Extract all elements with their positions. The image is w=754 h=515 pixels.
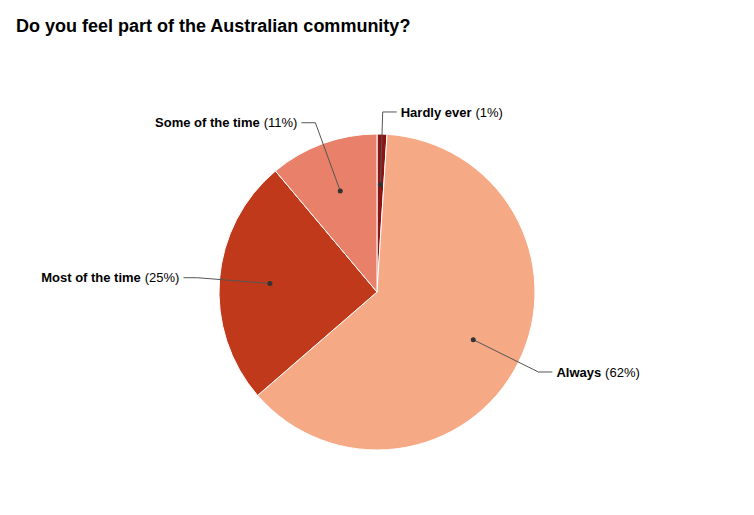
label-group: Hardly ever(1%) Always (62%) Most of the ti… — [41, 105, 640, 380]
label-category: Some of the time — [155, 115, 260, 130]
leader-dot — [338, 189, 343, 194]
label-value: (62%) — [605, 365, 640, 380]
data-label: Most of the time (25%) — [41, 270, 179, 285]
leader-dot — [378, 182, 383, 187]
data-label: Some of the time (11%) — [155, 115, 297, 130]
label-value: (11%) — [264, 115, 298, 130]
pie-slice — [275, 134, 377, 292]
label-category: Always — [556, 365, 601, 380]
leader-line — [380, 112, 396, 185]
leader-dot — [471, 337, 476, 342]
label-value: (25%) — [145, 270, 180, 285]
leader-line — [301, 123, 340, 191]
pie-group — [219, 134, 535, 450]
label-category: Hardly ever — [401, 105, 472, 120]
label-category: Most of the time — [41, 270, 141, 285]
data-label: Always (62%) — [556, 365, 639, 380]
data-label: Hardly ever(1%) — [401, 105, 503, 120]
leader-dot — [267, 281, 272, 286]
leader-line — [183, 278, 269, 284]
chart-svg: Do you feel part of the Australian commu… — [0, 0, 754, 515]
chart-title: Do you feel part of the Australian commu… — [16, 16, 410, 36]
leader-line — [473, 340, 552, 372]
label-value: (1%) — [475, 105, 502, 120]
